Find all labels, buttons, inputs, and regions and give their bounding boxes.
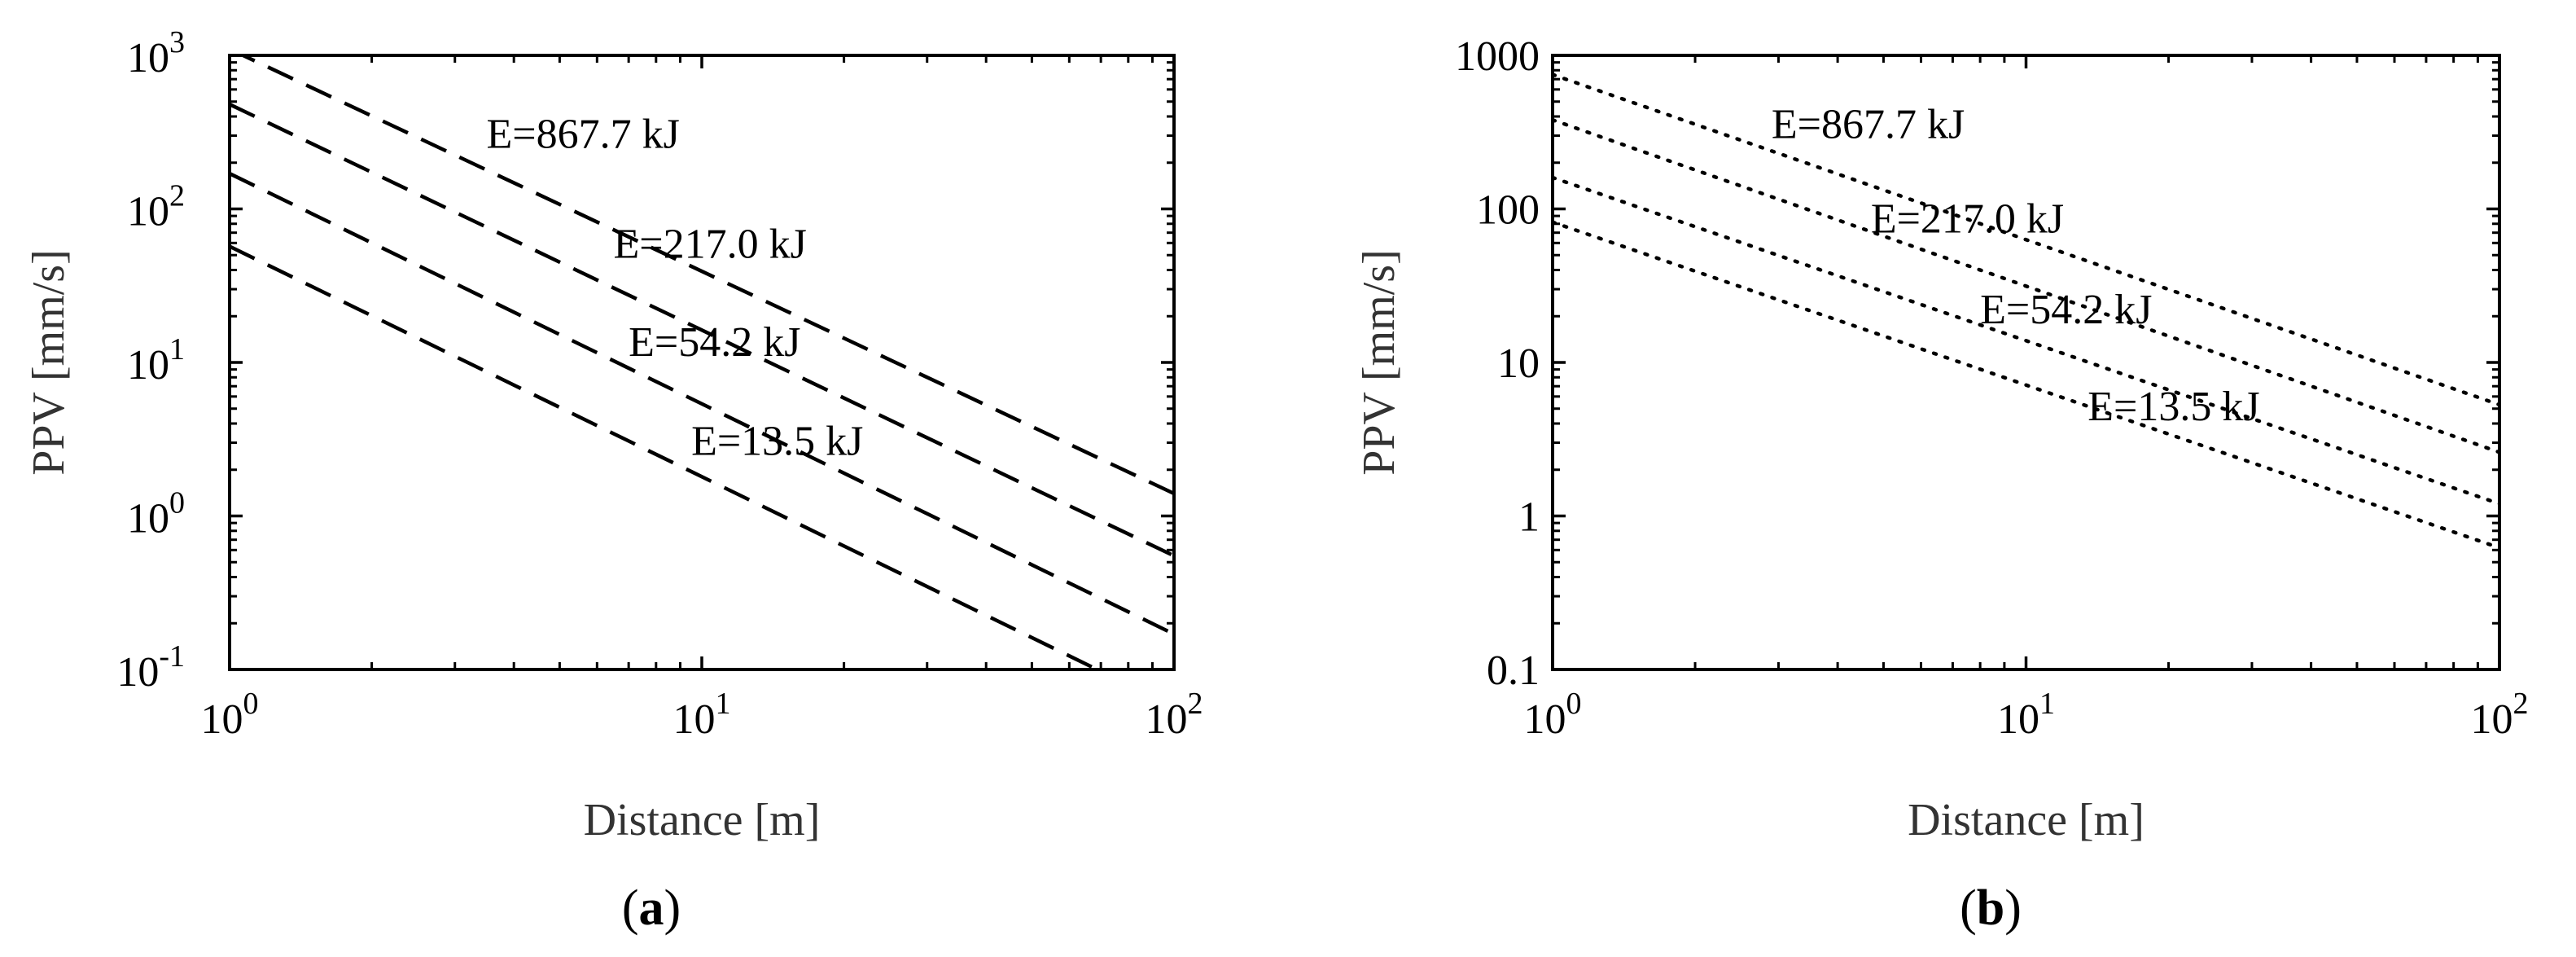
x-tick-label: 101	[673, 687, 731, 743]
y-tick-label: 1000	[1455, 33, 1540, 80]
y-tick-label: 103	[127, 25, 185, 81]
series-annotation: E=13.5 kJ	[2088, 384, 2259, 430]
series-annotation: E=54.2 kJ	[1980, 287, 2152, 333]
x-tick-label: 101	[1997, 687, 2055, 743]
y-tick-label: 0.1	[1487, 648, 1540, 694]
series-line-3	[1553, 220, 2499, 550]
series-annotation: E=13.5 kJ	[691, 418, 863, 464]
panel-label: (a)	[622, 880, 681, 936]
series-annotation: E=867.7 kJ	[487, 111, 680, 157]
series-line-2	[230, 172, 1174, 636]
minor-ticks	[1553, 55, 2499, 669]
x-tick-label: 102	[1146, 687, 1203, 743]
x-axis-label: Distance [m]	[1908, 795, 2144, 845]
series-lines	[230, 55, 1174, 669]
series-line-1	[230, 103, 1174, 558]
series-line-1	[1553, 117, 2499, 454]
plot-frame	[228, 54, 1176, 671]
series-annotation: E=217.0 kJ	[613, 222, 806, 268]
chart-panel-a: 100 101 102 10-1 100 101 102 103 E=867.7 kJ E=217…	[24, 25, 1203, 936]
x-tick-label: 100	[201, 687, 259, 743]
y-tick-label: 1	[1518, 494, 1540, 541]
series-line-3	[230, 244, 1102, 669]
series-annotation: E=217.0 kJ	[1871, 196, 2064, 243]
y-axis-label: PPV [mm/s]	[24, 249, 74, 475]
x-tick-label: 100	[1524, 687, 1582, 743]
y-tick-label: 102	[127, 179, 185, 235]
x-axis-label: Distance [m]	[584, 795, 821, 845]
series-annotation: E=867.7 kJ	[1772, 101, 1965, 147]
y-tick-label: 101	[127, 332, 185, 389]
series-line-2	[1553, 175, 2499, 506]
y-tick-label: 10	[1497, 340, 1540, 387]
series-line-0	[1553, 72, 2499, 407]
x-tick-label: 102	[2471, 687, 2529, 743]
plot-frame	[1551, 54, 2501, 671]
chart-panel-b: 100 101 102 0.1 1 10 100 1000 E=867.7 kJ E=217.0 …	[1354, 33, 2529, 936]
series-annotation: E=54.2 kJ	[629, 319, 800, 366]
y-tick-label: 100	[127, 486, 185, 542]
y-tick-label: 100	[1476, 187, 1540, 234]
series-line-0	[239, 55, 1174, 495]
series-lines	[1553, 72, 2499, 550]
panel-label: (b)	[1960, 880, 2022, 936]
y-axis-label: PPV [mm/s]	[1354, 249, 1404, 475]
y-tick-label: 10-1	[116, 639, 185, 696]
